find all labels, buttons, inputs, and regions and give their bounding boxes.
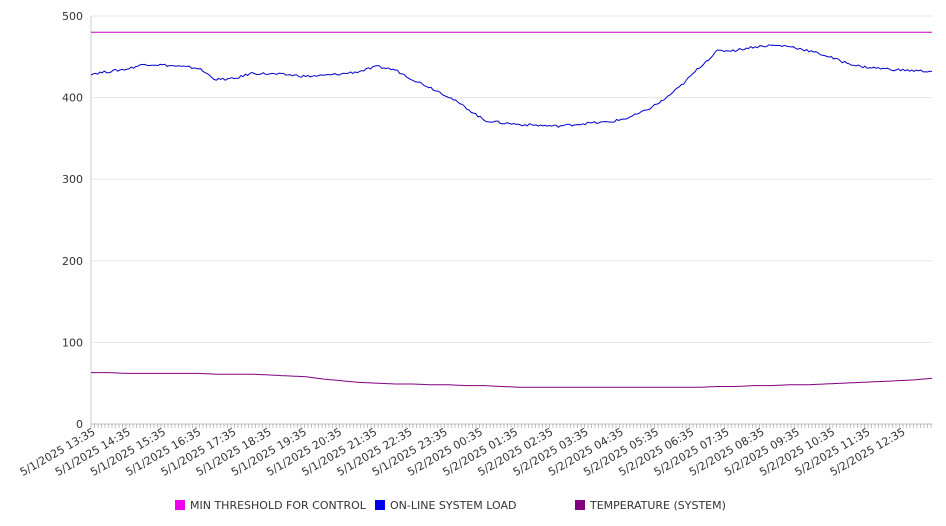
legend-swatch [175, 500, 185, 510]
legend-label: ON-LINE SYSTEM LOAD [390, 499, 516, 512]
y-tick-label: 300 [62, 173, 83, 186]
x-axis: 5/1/2025 13:355/1/2025 14:355/1/2025 15:… [18, 423, 932, 479]
y-tick-label: 200 [62, 255, 83, 268]
gridlines [91, 15, 932, 343]
y-axis: 0 100 200 300 400 500 [62, 10, 92, 431]
legend-label: TEMPERATURE (SYSTEM) [589, 499, 726, 512]
legend-swatch [375, 500, 385, 510]
legend-swatch [575, 500, 585, 510]
legend-label: MIN THRESHOLD FOR CONTROL [190, 499, 367, 512]
y-tick-label: 100 [62, 336, 83, 349]
y-tick-label: 0 [76, 418, 83, 431]
legend: MIN THRESHOLD FOR CONTROL ON-LINE SYSTEM … [175, 499, 726, 512]
series-line-on-line-system-load [90, 44, 933, 128]
series-line-temperature-system [91, 372, 933, 388]
y-tick-label: 500 [62, 10, 83, 23]
y-tick-label: 400 [62, 92, 83, 105]
series-lines [90, 31, 933, 388]
